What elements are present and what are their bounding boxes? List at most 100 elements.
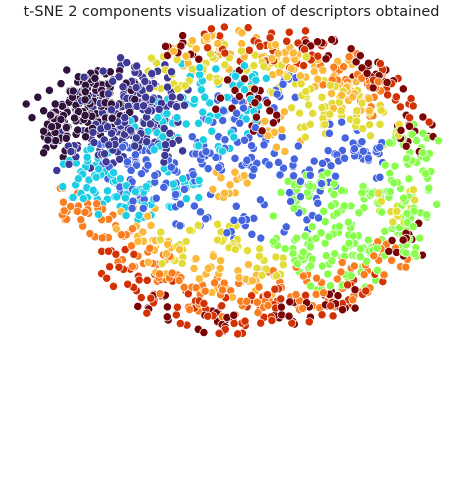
scatter-point [220, 60, 230, 70]
scatter-point [253, 308, 263, 318]
scatter-point [198, 135, 208, 145]
scatter-point [132, 61, 142, 71]
scatter-point [103, 122, 113, 132]
scatter-point [56, 114, 66, 124]
scatter-point [126, 125, 136, 135]
scatter-point [168, 179, 178, 189]
scatter-point [406, 94, 416, 104]
scatter-point [333, 291, 343, 301]
scatter-point [118, 82, 128, 92]
scatter-point [171, 310, 181, 320]
scatter-point [401, 248, 411, 258]
scatter-point [242, 178, 252, 188]
scatter-point [382, 78, 392, 87]
scatter-point [337, 117, 347, 127]
scatter-point [343, 217, 353, 227]
scatter-point [305, 170, 315, 180]
scatter-point [365, 120, 374, 130]
scatter-point [300, 231, 310, 241]
scatter-point [143, 211, 153, 221]
scatter-point [188, 170, 198, 180]
scatter-point [196, 207, 205, 217]
scatter-point [218, 106, 228, 116]
scatter-point [229, 215, 239, 225]
scatter-point [66, 202, 76, 211]
scatter-point [118, 142, 128, 152]
scatter-point [349, 144, 359, 154]
scatter-point [320, 238, 330, 248]
scatter-point [229, 132, 239, 142]
scatter-point [91, 172, 101, 182]
scatter-point [142, 137, 152, 147]
scatter-point [273, 49, 283, 59]
scatter-point [336, 267, 346, 277]
scatter-point [230, 85, 240, 95]
scatter-point [300, 132, 310, 142]
scatter-point [357, 188, 367, 198]
scatter-point [263, 131, 273, 141]
scatter-point [90, 73, 100, 83]
scatter-point [204, 115, 214, 125]
scatter-point [304, 317, 314, 327]
scatter-point [185, 305, 195, 315]
scatter-point [215, 263, 225, 273]
scatter-point [250, 84, 260, 94]
scatter-point [254, 251, 264, 261]
scatter-point [200, 92, 210, 102]
scatter-point [123, 279, 133, 289]
scatter-point [162, 302, 172, 312]
scatter-point [415, 233, 425, 243]
chart-title: t-SNE 2 components visualization of desc… [23, 4, 440, 20]
scatter-point [247, 291, 257, 301]
scatter-point [219, 188, 229, 198]
scatter-point [157, 259, 167, 269]
scatter-point [316, 228, 326, 238]
scatter-point [243, 23, 253, 33]
scatter-point [85, 229, 95, 239]
scatter-point [247, 276, 257, 286]
scatter-point [410, 195, 420, 205]
scatter-point [275, 170, 285, 180]
scatter-point [328, 311, 338, 321]
scatter-point [272, 142, 281, 152]
scatter-point [401, 262, 411, 272]
scatter-point [242, 246, 252, 256]
scatter-point [364, 94, 374, 104]
scatter-point [267, 54, 277, 63]
scatter-point [408, 185, 418, 195]
scatter-point [72, 206, 82, 216]
scatter-point [277, 125, 287, 135]
scatter-point [321, 54, 331, 64]
scatter-point [387, 236, 397, 245]
scatter-point [313, 74, 323, 84]
scatter-point [402, 154, 412, 163]
scatter-point [193, 220, 203, 230]
scatter-point [105, 262, 115, 272]
scatter-point [344, 238, 354, 248]
scatter-point [307, 222, 317, 232]
scatter-point [218, 116, 228, 125]
scatter-point [97, 233, 107, 243]
scatter-point [308, 108, 318, 118]
scatter-point [432, 199, 442, 209]
scatter-point [323, 146, 333, 156]
scatter-point [391, 92, 401, 102]
scatter-point [355, 51, 365, 61]
scatter-point [289, 171, 299, 181]
scatter-point [213, 39, 223, 48]
scatter-point [249, 61, 259, 71]
scatter-point [363, 235, 373, 245]
scatter-point [68, 192, 78, 202]
scatter-point [56, 79, 66, 89]
scatter-point [61, 123, 71, 132]
scatter-point [81, 132, 91, 142]
scatter-point [131, 83, 141, 93]
scatter-point [163, 239, 173, 249]
scatter-point [181, 194, 191, 204]
scatter-point [240, 74, 250, 84]
scatter-point [150, 171, 160, 180]
scatter-point [398, 84, 408, 94]
scatter-point [337, 186, 347, 195]
scatter-point [280, 147, 290, 156]
scatter-point [376, 105, 386, 115]
